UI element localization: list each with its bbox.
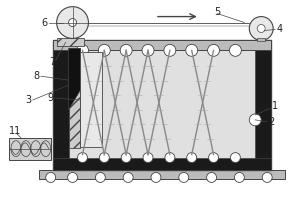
Circle shape [98, 44, 110, 56]
Circle shape [120, 44, 132, 56]
Circle shape [187, 153, 197, 163]
Circle shape [95, 172, 105, 182]
Bar [255, 40, 271, 170]
Circle shape [208, 44, 220, 56]
Bar [80, 52, 102, 147]
Bar [69, 48, 80, 148]
Circle shape [68, 172, 77, 182]
Bar [39, 170, 285, 179]
Bar [53, 158, 271, 170]
Circle shape [186, 44, 198, 56]
Text: 9: 9 [48, 93, 54, 103]
Circle shape [234, 172, 244, 182]
Bar [53, 40, 271, 50]
Bar [53, 40, 271, 170]
Circle shape [143, 153, 153, 163]
Circle shape [164, 44, 176, 56]
Bar [53, 40, 69, 170]
Text: 1: 1 [272, 101, 278, 111]
Circle shape [76, 44, 88, 56]
Text: 4: 4 [277, 23, 283, 33]
Bar [9, 138, 51, 160]
Text: 7: 7 [50, 57, 56, 67]
Bar [57, 38, 85, 46]
Bar [257, 38, 265, 41]
Circle shape [257, 25, 265, 32]
Circle shape [142, 44, 154, 56]
Circle shape [179, 172, 189, 182]
Circle shape [77, 153, 87, 163]
Circle shape [230, 44, 242, 56]
Circle shape [249, 17, 273, 40]
Circle shape [151, 172, 161, 182]
Circle shape [46, 172, 56, 182]
Circle shape [121, 153, 131, 163]
Text: 3: 3 [26, 95, 32, 105]
Circle shape [165, 153, 175, 163]
Circle shape [69, 19, 76, 27]
Text: 6: 6 [42, 18, 48, 28]
Circle shape [207, 172, 217, 182]
Text: 11: 11 [9, 126, 21, 136]
Text: 2: 2 [268, 117, 274, 127]
Circle shape [123, 172, 133, 182]
Circle shape [230, 153, 240, 163]
Circle shape [57, 7, 88, 38]
Circle shape [208, 153, 218, 163]
Circle shape [249, 114, 261, 126]
Polygon shape [69, 48, 80, 110]
Text: 8: 8 [34, 71, 40, 81]
Circle shape [262, 172, 272, 182]
Circle shape [99, 153, 109, 163]
Text: 5: 5 [214, 7, 221, 17]
